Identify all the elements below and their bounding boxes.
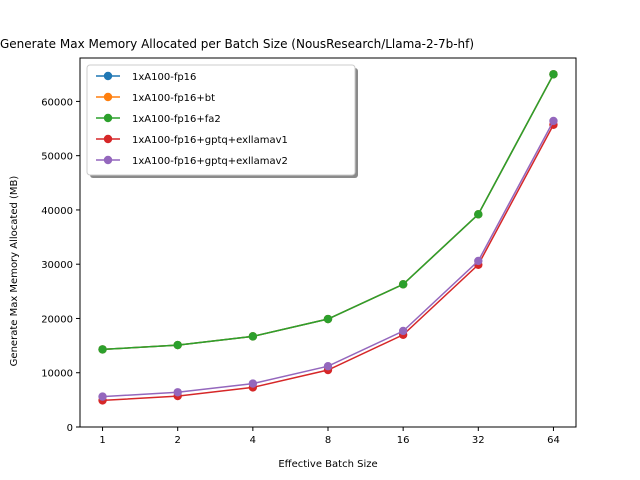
legend: 1xA100-fp16 1xA100-fp16+bt 1xA100-fp16+fa2… (86, 64, 358, 178)
y-tick-label: 0 (67, 423, 73, 434)
data-point (474, 256, 483, 266)
x-tick-label: 64 (547, 435, 560, 446)
x-tick-label: 1 (99, 435, 105, 446)
legend-entry: 1xA100-fp16 (132, 72, 196, 83)
y-tick-label: 20000 (41, 314, 73, 325)
data-point (549, 70, 558, 79)
x-tick-label: 2 (175, 435, 181, 446)
y-tick-label: 50000 (41, 152, 73, 163)
legend-entry: 1xA100-fp16+fa2 (132, 114, 221, 125)
legend-swatch-marker (103, 92, 113, 102)
chart-title: Generate Max Memory Allocated per Batch … (0, 37, 474, 51)
legend-entry: 1xA100-fp16+gptq+exllamav2 (132, 156, 288, 167)
y-tick-label: 60000 (41, 97, 73, 108)
y-tick-label: 10000 (41, 369, 73, 380)
data-point (549, 116, 558, 126)
data-point (248, 332, 258, 341)
legend-entry: 1xA100-fp16+bt (132, 93, 215, 104)
x-axis-label: Effective Batch Size (278, 459, 377, 470)
data-point (323, 362, 333, 371)
plot-area: 1 2 4 8 16 32 64 0 10000 20000 30000 40000 50000 6000… (41, 57, 577, 446)
data-point (248, 379, 258, 388)
legend-swatch-marker (103, 71, 113, 81)
y-tick-label: 40000 (41, 206, 73, 217)
legend-box (86, 64, 356, 176)
data-point (173, 340, 182, 350)
data-point (98, 392, 107, 401)
y-tick-label: 30000 (41, 260, 73, 271)
data-point (98, 345, 107, 354)
data-point (398, 326, 408, 336)
x-tick-label: 8 (325, 435, 331, 446)
x-tick-label: 32 (472, 435, 485, 446)
legend-swatch-marker (103, 113, 113, 123)
data-point (474, 210, 483, 219)
legend-entry: 1xA100-fp16+gptq+exllamav1 (132, 135, 288, 146)
legend-swatch-marker (103, 134, 113, 144)
data-point (398, 280, 408, 289)
legend-swatch-marker (103, 155, 113, 165)
x-tick-label: 16 (397, 435, 410, 446)
data-point (173, 388, 182, 397)
x-tick-label: 4 (250, 435, 256, 446)
y-axis-label: Generate Max Memory Allocated (MB) (9, 176, 20, 367)
data-point (323, 314, 333, 324)
